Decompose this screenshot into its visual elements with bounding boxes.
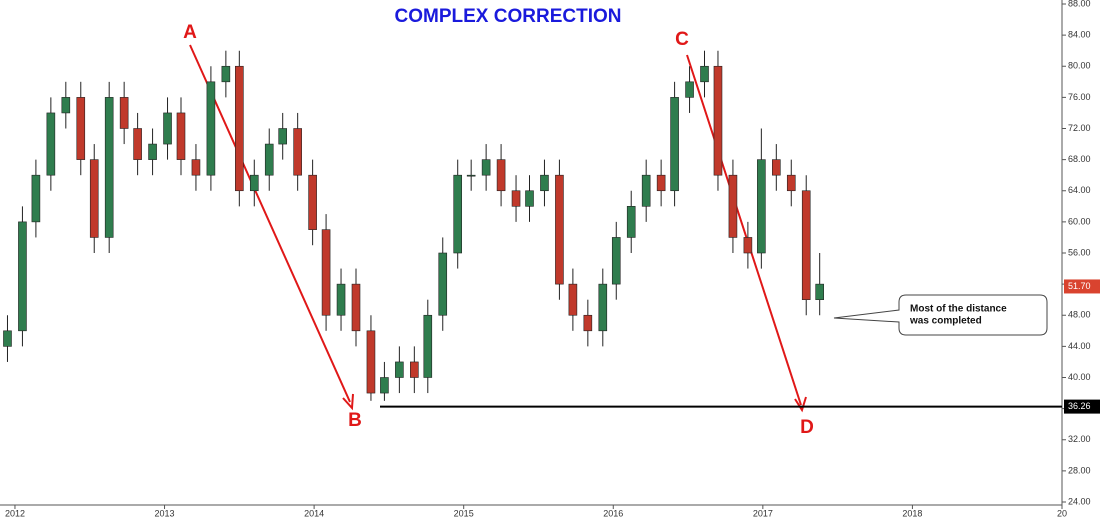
candle-body xyxy=(249,174,259,192)
candle-body xyxy=(466,174,476,177)
y-tick-label: 80.00 xyxy=(1068,61,1091,71)
candle-body xyxy=(700,65,709,83)
candle-body xyxy=(61,97,71,114)
candle-body xyxy=(656,174,666,192)
candle-body xyxy=(176,112,186,160)
wave-label: B xyxy=(348,410,362,431)
candle-body xyxy=(104,97,114,238)
candle-body xyxy=(772,159,781,176)
x-tick-label: 2014 xyxy=(304,508,324,518)
candle-body xyxy=(481,159,491,176)
x-tick-label: 20 xyxy=(1057,508,1067,518)
candle-body xyxy=(423,314,433,378)
x-tick-label: 2016 xyxy=(603,508,623,518)
arrow-head xyxy=(342,393,354,411)
x-tick-label: 2012 xyxy=(5,508,25,518)
callout-box xyxy=(833,294,1048,336)
price-label: 51.70 xyxy=(1068,281,1091,291)
candle-body xyxy=(757,159,766,254)
y-tick-label: 60.00 xyxy=(1068,216,1091,226)
candle-body xyxy=(3,330,12,347)
candle-body xyxy=(511,190,521,207)
candle-body xyxy=(119,97,129,129)
candle-body xyxy=(366,330,376,394)
candle-body xyxy=(713,65,723,176)
candle-body xyxy=(321,229,331,316)
candle-body xyxy=(611,237,621,285)
x-tick-label: 2018 xyxy=(902,508,922,518)
y-tick-label: 40.00 xyxy=(1068,372,1091,382)
arrow-head xyxy=(794,396,807,413)
candle-body xyxy=(351,283,361,332)
y-tick-label: 76.00 xyxy=(1068,92,1091,102)
candle-body xyxy=(235,65,244,192)
candle-body xyxy=(206,81,216,176)
candle-body xyxy=(583,314,593,332)
candle-body xyxy=(786,174,796,192)
y-tick-label: 56.00 xyxy=(1068,247,1091,257)
candle-body xyxy=(438,252,448,316)
candle-body xyxy=(308,174,317,230)
wave-label: A xyxy=(183,22,197,43)
callout-text: Most of the distance xyxy=(910,304,1007,315)
y-tick-label: 28.00 xyxy=(1068,465,1091,475)
candle-body xyxy=(264,143,274,176)
y-tick-label: 44.00 xyxy=(1068,341,1091,351)
candle-body xyxy=(31,174,41,223)
candle-body xyxy=(641,174,651,207)
candle-body xyxy=(728,174,738,238)
candle-body xyxy=(626,206,636,238)
y-tick-label: 64.00 xyxy=(1068,185,1091,195)
candle-body xyxy=(293,128,302,176)
candle-body xyxy=(133,128,142,160)
candle-body xyxy=(598,283,608,332)
y-tick-label: 24.00 xyxy=(1068,496,1091,506)
y-tick-label: 84.00 xyxy=(1068,30,1091,40)
candle-body xyxy=(801,190,811,300)
candle-body xyxy=(685,81,694,98)
level-label: 36.26 xyxy=(1068,401,1091,411)
y-tick-label: 48.00 xyxy=(1068,310,1091,320)
candle-body xyxy=(670,97,679,192)
x-tick-label: 2013 xyxy=(155,508,175,518)
y-tick-label: 68.00 xyxy=(1068,154,1091,164)
callout-text: was completed xyxy=(909,316,982,327)
y-tick-label: 72.00 xyxy=(1068,123,1091,133)
candle-body xyxy=(568,283,578,316)
candle-body xyxy=(815,283,824,300)
candle-body xyxy=(221,65,231,83)
price-tag xyxy=(1064,279,1100,294)
wave-label: D xyxy=(800,417,814,438)
candle-body xyxy=(191,159,201,176)
candle-body xyxy=(89,159,99,238)
candle-body xyxy=(540,174,549,192)
x-tick-label: 2017 xyxy=(753,508,773,518)
candle-body xyxy=(496,159,506,192)
chart-title: COMPLEX CORRECTION xyxy=(395,6,622,27)
wave-label: C xyxy=(675,29,689,50)
candle-body xyxy=(395,361,404,378)
candle-body xyxy=(555,174,564,285)
candle-body xyxy=(380,377,389,394)
candle-body xyxy=(18,221,27,332)
candle-body xyxy=(743,237,753,254)
candle-body xyxy=(76,97,86,160)
x-tick-label: 2015 xyxy=(454,508,474,518)
level-tag xyxy=(1064,399,1100,414)
y-tick-label: 88.00 xyxy=(1068,0,1091,8)
candle-body xyxy=(453,174,463,254)
candle-body xyxy=(163,112,172,145)
arrow-c-d xyxy=(686,54,802,406)
candle-body xyxy=(410,361,419,378)
candle-body xyxy=(525,190,534,207)
candle-body xyxy=(148,143,157,160)
y-tick-label: 32.00 xyxy=(1068,434,1091,444)
candle-body xyxy=(278,128,288,145)
arrow-a-b xyxy=(189,44,351,403)
candle-body xyxy=(46,112,56,176)
candle-body xyxy=(336,283,346,316)
